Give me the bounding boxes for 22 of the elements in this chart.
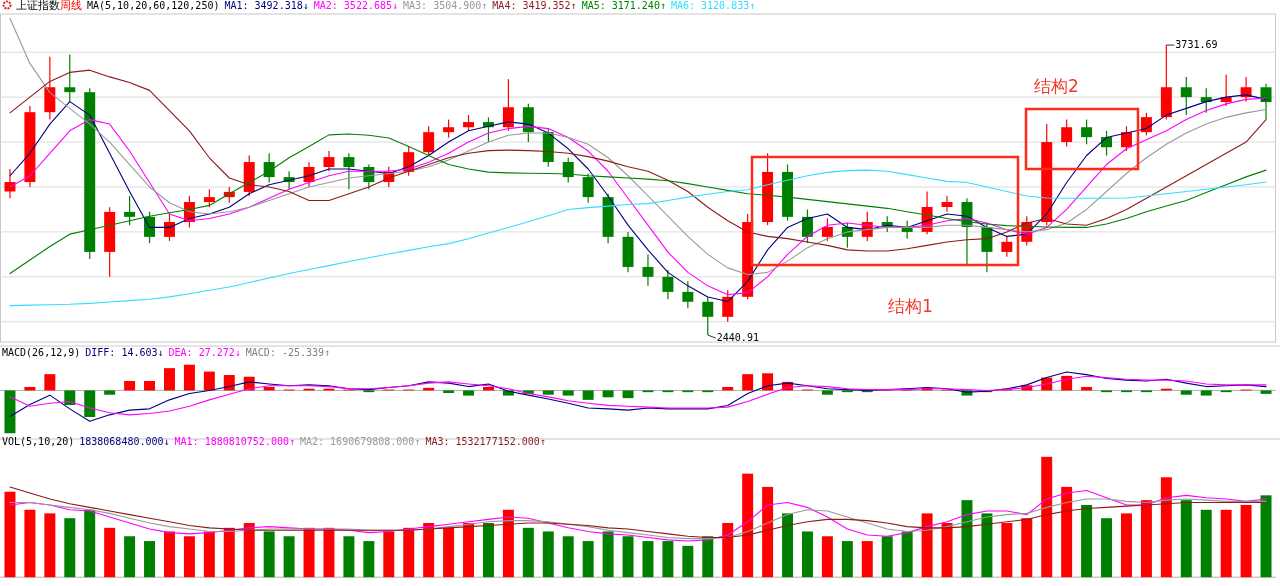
chart-subtitle: 周线 xyxy=(60,0,82,12)
annotation: 结构1 xyxy=(888,296,933,316)
text: DIFF: 14.603↓ xyxy=(85,347,164,358)
text: MA3: 1532177152.000↑ xyxy=(425,436,546,447)
text: 1838068480.000↓ xyxy=(79,436,170,447)
text: DEA: 27.272↓ xyxy=(168,347,241,358)
text: MA2: 1690679808.000↑ xyxy=(299,436,421,447)
annotation: 结构2 xyxy=(1034,76,1079,96)
legend-title: MACD(26,12,9) xyxy=(2,347,81,358)
text: MA1: 1880810752.000↑ xyxy=(174,436,295,447)
legend-title: MA(5,10,20,60,120,250) xyxy=(87,0,220,11)
text: MA2: 3522.685↓ xyxy=(313,0,399,11)
legend-title: VOL(5,10,20) xyxy=(2,436,75,447)
series-label: MACD: -25.339↑ xyxy=(245,347,331,358)
text: MA3: 3504.900↑ xyxy=(403,0,488,11)
text: MA4: 3419.352↑ xyxy=(492,0,577,11)
text: MA5: 3171.240↑ xyxy=(581,0,666,11)
annotation: 3731.69 xyxy=(1175,39,1218,51)
text: MA1: 3492.318↓ xyxy=(224,0,309,11)
annotation: 2440.91 xyxy=(716,332,759,344)
chart-title: 上证指数 xyxy=(16,0,60,12)
text: MA6: 3120.833↑ xyxy=(670,0,756,11)
